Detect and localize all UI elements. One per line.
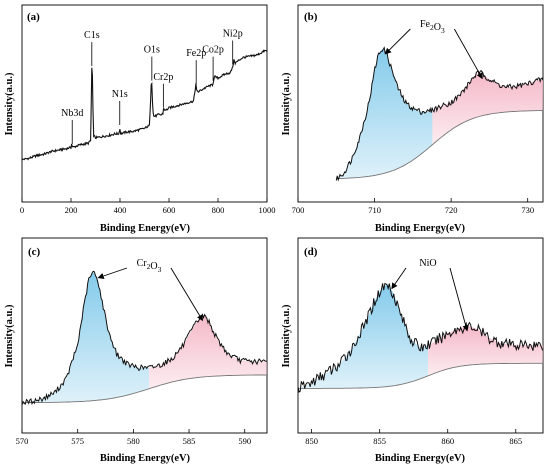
plot-frame-a [21,4,268,203]
x-tick-label: 865 [509,436,522,446]
panel-c: (c) Intensity(a.u.) Binding Energy(eV) 5… [4,237,268,464]
x-tick-label: 720 [445,205,458,215]
x-tick-label: 855 [373,436,386,446]
x-axis-label-a: Binding Energy(eV) [100,223,191,234]
x-tick-label: 585 [183,436,196,446]
y-axis-label-d: Intensity(a.u.) [281,304,292,368]
x-tick-label: 700 [292,205,305,215]
x-tick-label: 1000 [259,205,276,215]
panel-label-a: (a) [27,11,40,23]
compound-label-b: Fe2O3 [384,19,483,80]
fit-peak-1 [22,272,149,403]
panel-d: (d) Intensity(a.u.) Binding Energy(eV) 8… [281,237,544,464]
x-tick-label: 400 [114,205,127,215]
x-tick-label: 730 [521,205,534,215]
plot-frame-c [21,237,268,434]
x-tick-label: 590 [238,436,251,446]
fit-peak-1 [336,49,433,179]
x-tick-label: 575 [71,436,84,446]
y-axis-label-a: Intensity(a.u.) [4,72,15,136]
spectrum-line-b [335,46,544,182]
compound-label: Fe2O3 [420,19,445,35]
x-ticks-a: 0 200 400 600 800 1000 [20,198,276,215]
element-label: Co2p [202,45,224,56]
x-tick-label: 200 [65,205,78,215]
x-ticks-c: 570 575 580 585 590 [16,429,251,446]
x-tick-label: 860 [441,436,454,446]
x-axis-label-d: Binding Energy(eV) [375,453,466,464]
background-curve [298,362,543,389]
element-label: Ni2p [223,28,243,39]
arrow-peak-2 [449,267,469,332]
compound-label-d: NiO [391,258,469,332]
background-curve [22,374,268,404]
fit-peak-2 [432,73,543,145]
panel-b: (b) Intensity(a.u.) Binding Energy(eV) 7… [281,4,544,234]
arrow-peak-2 [170,267,203,322]
y-axis-label-b: Intensity(a.u.) [281,72,292,136]
x-tick-label: 0 [20,205,24,215]
fit-peak-2 [149,316,267,389]
x-tick-label: 850 [305,436,318,446]
panel-label-b: (b) [304,11,318,23]
x-tick-label: 600 [163,205,176,215]
element-label: O1s [144,45,160,56]
element-label: N1s [112,89,128,100]
plot-frame-d [297,237,544,434]
x-ticks-d: 850 855 860 865 [305,429,522,446]
compound-label: Cr2O3 [137,258,162,274]
spectrum-line-a [21,49,268,161]
x-tick-label: 570 [16,436,29,446]
spectrum-line-c [21,270,268,406]
background-curve [336,110,544,180]
arrow-peak-1 [391,267,407,290]
x-tick-label: 710 [368,205,381,215]
spectrum-line-d [297,282,544,393]
x-tick-label: 800 [212,205,225,215]
arrow-peak-1 [384,28,411,55]
compound-label-c: Cr2O3 [97,258,203,322]
compound-label: NiO [419,258,436,269]
panel-label-d: (d) [304,246,318,258]
element-label: Fe2p [186,48,206,59]
fit-peak-2 [428,326,543,376]
fit-peak-1 [298,284,428,389]
peak-fits-c [22,272,268,404]
panel-a: (a) Intensity(a.u.) Binding Energy(eV) 0… [4,4,276,234]
x-axis-label-c: Binding Energy(eV) [100,453,191,464]
y-axis-label-c: Intensity(a.u.) [4,304,15,368]
element-label: C1s [84,30,100,41]
arrow-peak-2 [453,28,483,80]
x-axis-label-b: Binding Energy(eV) [375,223,466,234]
x-tick-label: 580 [127,436,140,446]
peak-fits-d [298,284,543,389]
panel-label-c: (c) [28,246,41,258]
element-label: Cr2p [153,72,173,83]
peak-fits-b [336,49,544,180]
arrow-peak-1 [97,267,128,279]
element-label: Nb3d [61,108,83,119]
x-ticks-b: 700 710 720 730 [292,198,534,215]
